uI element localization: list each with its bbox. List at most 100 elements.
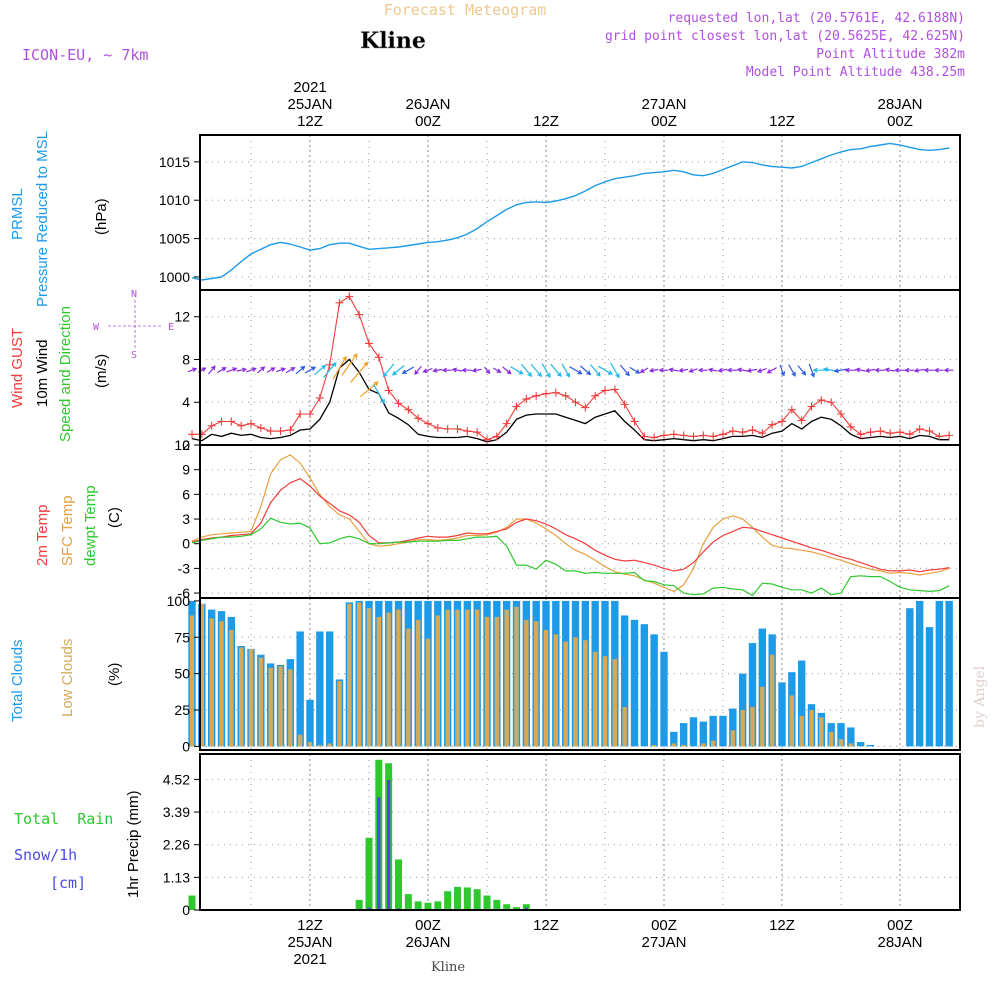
total-cloud-bar bbox=[679, 723, 688, 747]
gust-marker bbox=[640, 432, 649, 441]
gust-marker bbox=[532, 391, 541, 400]
low-cloud-bar bbox=[494, 616, 500, 747]
wind-direction-arrow bbox=[597, 365, 613, 375]
compass-w: W bbox=[93, 322, 100, 333]
grid-layer bbox=[200, 135, 960, 910]
gust-marker bbox=[856, 430, 865, 439]
wind-direction-arrow bbox=[933, 367, 944, 373]
low-cloud-bar bbox=[278, 666, 283, 747]
gust-marker bbox=[237, 421, 246, 430]
wind-direction-arrow bbox=[779, 364, 786, 377]
bottom-time-label: 12Z bbox=[533, 917, 559, 934]
gust-marker bbox=[188, 430, 196, 439]
gust-marker bbox=[748, 426, 757, 435]
wind-direction-arrow bbox=[246, 367, 257, 373]
top-time-label: 28JAN bbox=[877, 96, 922, 113]
gust-marker bbox=[443, 424, 452, 433]
wind-direction-arrow bbox=[432, 368, 443, 373]
gust-marker bbox=[207, 421, 216, 430]
pressure-ytick-label: 1010 bbox=[159, 192, 190, 208]
gust-marker bbox=[266, 427, 275, 436]
total-cloud-bar bbox=[306, 699, 314, 747]
low-cloud-bar bbox=[622, 707, 627, 747]
gust-marker bbox=[886, 429, 895, 438]
gust-marker bbox=[728, 427, 737, 436]
wind-direction-arrow bbox=[884, 367, 895, 373]
temp-ytick-label: -3 bbox=[178, 560, 191, 576]
low-cloud-bar bbox=[465, 609, 470, 747]
top-time-label: 27JAN bbox=[641, 96, 686, 113]
gust-marker bbox=[335, 298, 344, 307]
precip-ytick-label: 2.26 bbox=[163, 837, 190, 853]
clouds-unit: (%) bbox=[106, 663, 123, 686]
wind-direction-arrow bbox=[502, 366, 512, 375]
wind-direction-arrow bbox=[208, 365, 216, 375]
low-cloud-bar bbox=[435, 615, 441, 747]
top-time-label: 12Z bbox=[769, 113, 795, 130]
wind-direction-arrow bbox=[530, 363, 543, 378]
gust-marker bbox=[551, 388, 560, 397]
wind-direction-arrow bbox=[855, 367, 866, 373]
gust-marker bbox=[384, 386, 393, 395]
low-cloud-bar bbox=[799, 715, 804, 747]
pressure-ytick-label: 1000 bbox=[159, 269, 190, 285]
compass-rose: N W E S bbox=[93, 289, 174, 361]
wind-direction-arrow bbox=[707, 367, 718, 373]
wind-direction-arrow bbox=[904, 367, 915, 373]
low-cloud-bar bbox=[209, 618, 214, 747]
low-cloud-bar bbox=[307, 742, 313, 747]
low-clouds-label: Low Clouds bbox=[59, 639, 76, 717]
total-cloud-bar bbox=[640, 624, 649, 747]
low-cloud-bar bbox=[573, 637, 578, 747]
gust-marker bbox=[365, 339, 373, 348]
dir-label: Speed and Direction bbox=[57, 306, 74, 442]
gust-marker bbox=[306, 410, 314, 418]
low-cloud-bar bbox=[415, 619, 421, 747]
gust-marker bbox=[876, 427, 885, 436]
wind-direction-arrow bbox=[678, 367, 689, 373]
gust-marker bbox=[650, 433, 659, 442]
total-cloud-bar bbox=[316, 631, 324, 747]
wind-direction-arrow bbox=[610, 362, 620, 379]
wind-direction-arrow bbox=[359, 381, 379, 398]
gust-marker bbox=[807, 402, 816, 411]
temp-unit: (C) bbox=[106, 507, 123, 528]
gust-marker bbox=[689, 432, 698, 441]
wind-ytick-label: 8 bbox=[182, 351, 190, 367]
low-cloud-bar bbox=[583, 640, 588, 747]
total-cloud-bar bbox=[729, 708, 737, 747]
low-cloud-bar bbox=[543, 630, 549, 747]
gust-marker bbox=[315, 393, 324, 402]
low-cloud-bar bbox=[819, 717, 824, 747]
low-cloud-bar bbox=[347, 603, 352, 747]
wind-direction-arrow bbox=[492, 367, 502, 373]
low-cloud-bar bbox=[337, 680, 342, 747]
low-cloud-bar bbox=[740, 710, 745, 747]
gust-marker bbox=[286, 426, 295, 435]
bottom-time-label: 12Z bbox=[297, 917, 323, 934]
model-label: ICON-EU, ~ 7km bbox=[22, 46, 148, 64]
gust-marker bbox=[217, 417, 226, 426]
rain-bar bbox=[493, 899, 501, 910]
gust-marker bbox=[247, 419, 255, 428]
wind-direction-arrow bbox=[441, 367, 453, 373]
wind-direction-arrow bbox=[314, 364, 327, 376]
gust-marker bbox=[581, 403, 590, 412]
low-cloud-bar bbox=[602, 656, 608, 747]
total-cloud-bar bbox=[325, 631, 334, 747]
wind-direction-arrow bbox=[285, 367, 296, 374]
top-time-label: 2021 bbox=[293, 79, 326, 96]
total-cloud-bar bbox=[797, 660, 806, 747]
wind-direction-arrow bbox=[541, 363, 551, 379]
wind-direction-arrow bbox=[844, 367, 856, 373]
rain-bar bbox=[434, 901, 442, 910]
low-cloud-bar bbox=[612, 659, 618, 747]
clouds-ytick-label: 100 bbox=[167, 593, 191, 609]
gust-marker bbox=[679, 431, 688, 440]
wind-direction-arrow bbox=[668, 367, 679, 373]
compass-n: N bbox=[131, 289, 137, 300]
low-cloud-bar bbox=[760, 686, 765, 747]
gust-marker bbox=[660, 431, 668, 440]
compass-s: S bbox=[131, 350, 137, 361]
